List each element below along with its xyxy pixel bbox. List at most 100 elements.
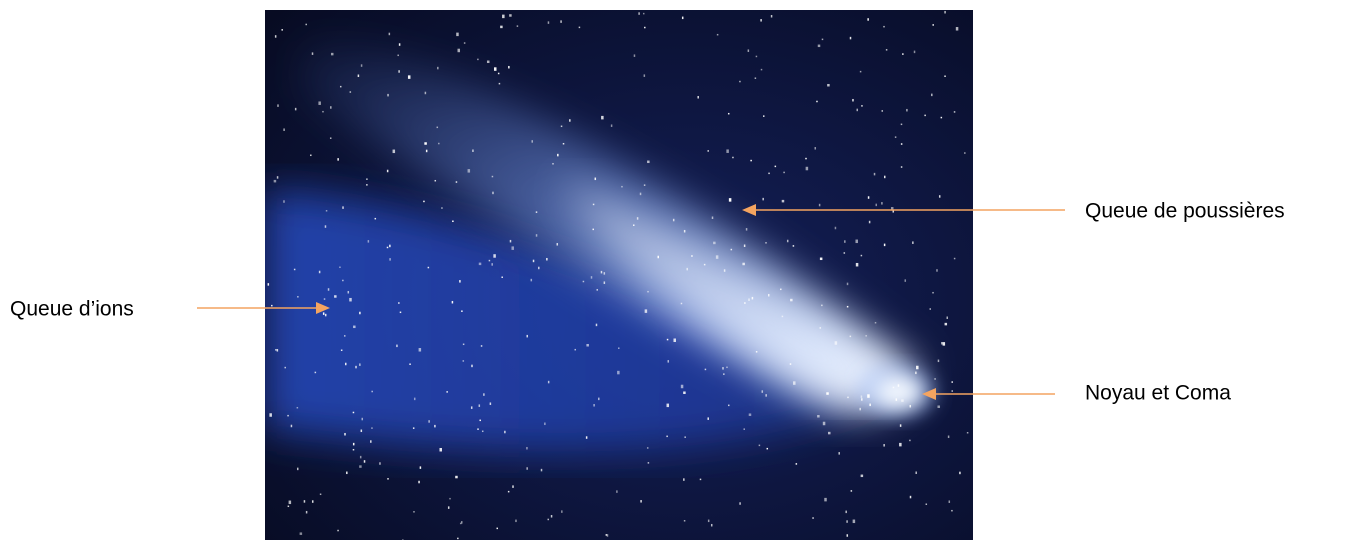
star <box>900 424 902 427</box>
star <box>750 160 752 162</box>
star <box>959 472 961 475</box>
star <box>946 317 948 320</box>
star <box>362 418 364 421</box>
star <box>547 519 549 521</box>
star <box>512 485 514 488</box>
star <box>295 108 297 111</box>
star <box>387 94 389 97</box>
star <box>561 126 563 128</box>
star <box>291 425 293 428</box>
star <box>817 415 820 418</box>
star <box>964 152 966 154</box>
star <box>820 258 823 261</box>
star <box>915 372 917 375</box>
star <box>787 240 789 243</box>
star <box>548 21 550 24</box>
star <box>896 398 898 401</box>
star <box>790 299 793 302</box>
star <box>861 475 864 478</box>
star <box>441 207 443 209</box>
star <box>722 367 724 370</box>
star <box>667 404 670 408</box>
star <box>782 200 785 203</box>
star <box>477 428 479 430</box>
star <box>847 283 849 286</box>
star <box>510 240 512 243</box>
star <box>526 467 528 470</box>
star <box>428 267 430 269</box>
star <box>425 92 427 95</box>
star <box>493 254 496 258</box>
star <box>508 491 510 493</box>
star <box>743 428 745 430</box>
star <box>359 465 362 468</box>
star <box>319 271 321 274</box>
star <box>494 67 497 71</box>
star <box>344 433 346 436</box>
star <box>337 530 339 532</box>
star <box>874 173 876 176</box>
star <box>713 242 716 245</box>
star <box>358 75 360 78</box>
star <box>592 229 594 231</box>
star <box>601 271 603 274</box>
star <box>463 360 465 362</box>
star <box>934 378 936 380</box>
star <box>876 204 878 207</box>
star <box>490 402 492 405</box>
star <box>912 241 914 244</box>
star <box>423 201 425 203</box>
star <box>461 310 463 312</box>
star <box>644 184 646 186</box>
star <box>815 147 817 150</box>
star <box>426 150 428 153</box>
star <box>489 260 491 262</box>
star <box>560 20 562 23</box>
star <box>763 115 765 117</box>
star <box>875 322 877 324</box>
star <box>481 345 483 347</box>
star <box>472 149 474 152</box>
star <box>739 502 741 505</box>
star <box>932 24 934 26</box>
star <box>844 252 846 254</box>
star <box>816 101 818 103</box>
star <box>618 347 620 349</box>
star <box>860 71 862 73</box>
star <box>867 18 869 21</box>
star <box>604 281 606 284</box>
star <box>637 217 639 220</box>
star <box>951 510 953 512</box>
star <box>732 157 734 159</box>
star <box>852 99 854 102</box>
star <box>389 33 391 36</box>
star <box>868 196 870 199</box>
star <box>312 500 314 503</box>
star <box>859 408 861 411</box>
star <box>289 501 292 505</box>
star <box>673 219 675 222</box>
star <box>647 291 649 293</box>
star <box>881 202 883 205</box>
star <box>857 109 859 112</box>
star <box>350 91 352 93</box>
star <box>835 341 838 345</box>
star <box>644 27 646 29</box>
star <box>924 115 926 117</box>
star <box>551 515 553 518</box>
star <box>824 498 827 502</box>
star <box>438 143 440 145</box>
star <box>596 289 598 291</box>
star <box>502 15 505 19</box>
star <box>844 240 846 243</box>
star <box>557 243 559 246</box>
star <box>515 520 517 523</box>
star <box>782 316 784 318</box>
star <box>845 511 847 514</box>
star <box>468 169 471 173</box>
star <box>943 342 946 346</box>
star <box>368 240 370 243</box>
star <box>344 335 346 337</box>
star <box>756 56 758 58</box>
star <box>409 363 411 365</box>
